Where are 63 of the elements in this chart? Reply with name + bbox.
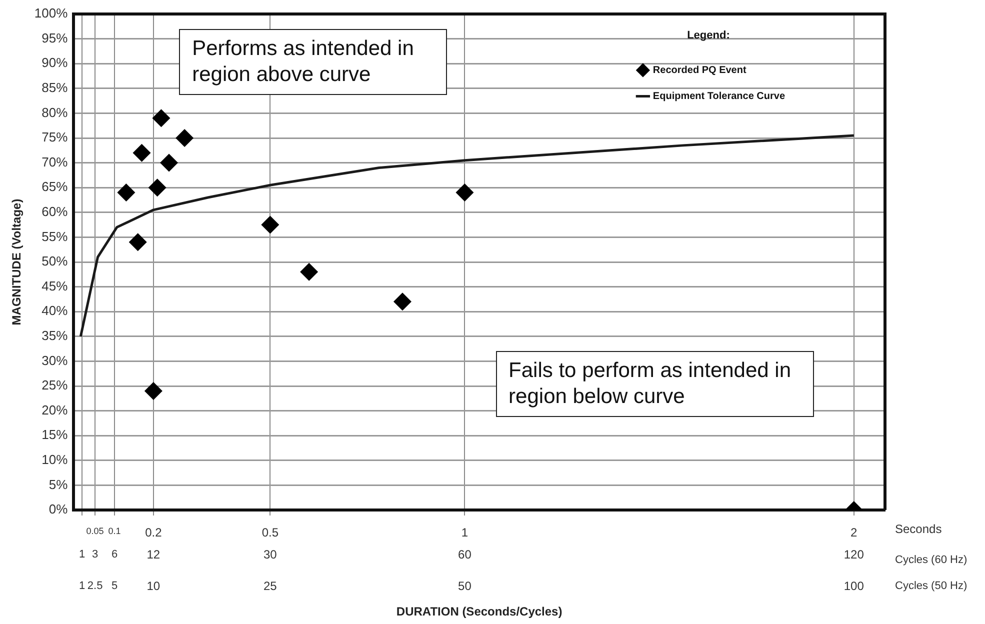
point	[176, 129, 194, 147]
legend-label: Recorded PQ Event	[652, 64, 747, 76]
y-tick-label: 15%	[42, 427, 68, 442]
y-tick-label: 100%	[34, 6, 68, 21]
x-tick-label: 0.2	[145, 526, 162, 540]
point	[128, 233, 147, 252]
y-tick-label: 0%	[48, 502, 68, 517]
y-tick-label: 70%	[42, 154, 68, 170]
y-tick-label: 60%	[42, 204, 68, 219]
x2-tick-label: 1	[79, 548, 86, 561]
y-tick-label: 95%	[42, 30, 68, 46]
point	[132, 144, 151, 162]
x-tick-label: 0.05	[86, 526, 104, 536]
x-axis-title: DURATION (Seconds/Cycles)	[396, 604, 562, 618]
legend-title: Legend:	[687, 30, 730, 42]
y-tick-label: 85%	[42, 80, 68, 95]
point	[261, 216, 280, 234]
point	[393, 292, 412, 311]
text: Cycles (50 Hz)	[895, 580, 968, 592]
y-tick-label: 55%	[42, 228, 68, 244]
x2-tick-label: 3	[92, 548, 98, 561]
y-tick-label: 25%	[42, 378, 68, 393]
x2-tick-label: 60	[458, 548, 472, 562]
point	[148, 178, 166, 197]
x-tick-label: 1	[461, 526, 468, 540]
y-axis-title: MAGNITUDE (Voltage)	[10, 198, 24, 326]
y-tick-label: 20%	[42, 402, 68, 418]
y-tick-label: 90%	[42, 55, 68, 70]
point	[456, 184, 474, 202]
y-tick-label: 80%	[42, 104, 68, 120]
text: 25	[263, 579, 277, 593]
point	[117, 184, 136, 202]
text: 10	[146, 579, 160, 593]
x2-tick-label: 6	[111, 548, 118, 561]
y-tick-label: 65%	[42, 179, 68, 194]
point	[160, 154, 178, 172]
x2-tick-label: 30	[263, 548, 278, 562]
point	[152, 109, 170, 128]
point	[144, 382, 162, 400]
annotation: Fails to perform as intended in region below curve	[496, 351, 814, 418]
x-tick-label: 0.5	[262, 526, 279, 540]
x2-tick-label: 12	[146, 548, 160, 562]
y-tick-label: 50%	[42, 254, 68, 269]
y-tick-label: 10%	[42, 452, 68, 467]
point	[300, 262, 318, 281]
text: 2.5	[87, 580, 103, 592]
y-tick-label: 75%	[42, 130, 68, 145]
x-tick-label: 0.1	[108, 526, 121, 536]
annotation: Performs as intended in region above curve	[179, 28, 448, 95]
x-tick-label: 2	[850, 526, 858, 540]
y-tick-label: 45%	[42, 278, 68, 294]
legend-label: Equipment Tolerance Curve	[652, 90, 786, 102]
text: 1	[79, 580, 86, 592]
y-tick-label: 35%	[42, 328, 68, 343]
text: 100	[844, 579, 864, 593]
text: 50	[458, 579, 472, 593]
x2-tick-label: 120	[844, 548, 864, 562]
text: 5	[111, 580, 118, 592]
text: Seconds	[895, 522, 942, 536]
y-tick-label: 40%	[42, 303, 68, 318]
y-tick-label: 30%	[42, 352, 68, 368]
x2-axis-title: Cycles (60 Hz)	[895, 554, 968, 566]
y-tick-label: 5%	[48, 476, 68, 492]
